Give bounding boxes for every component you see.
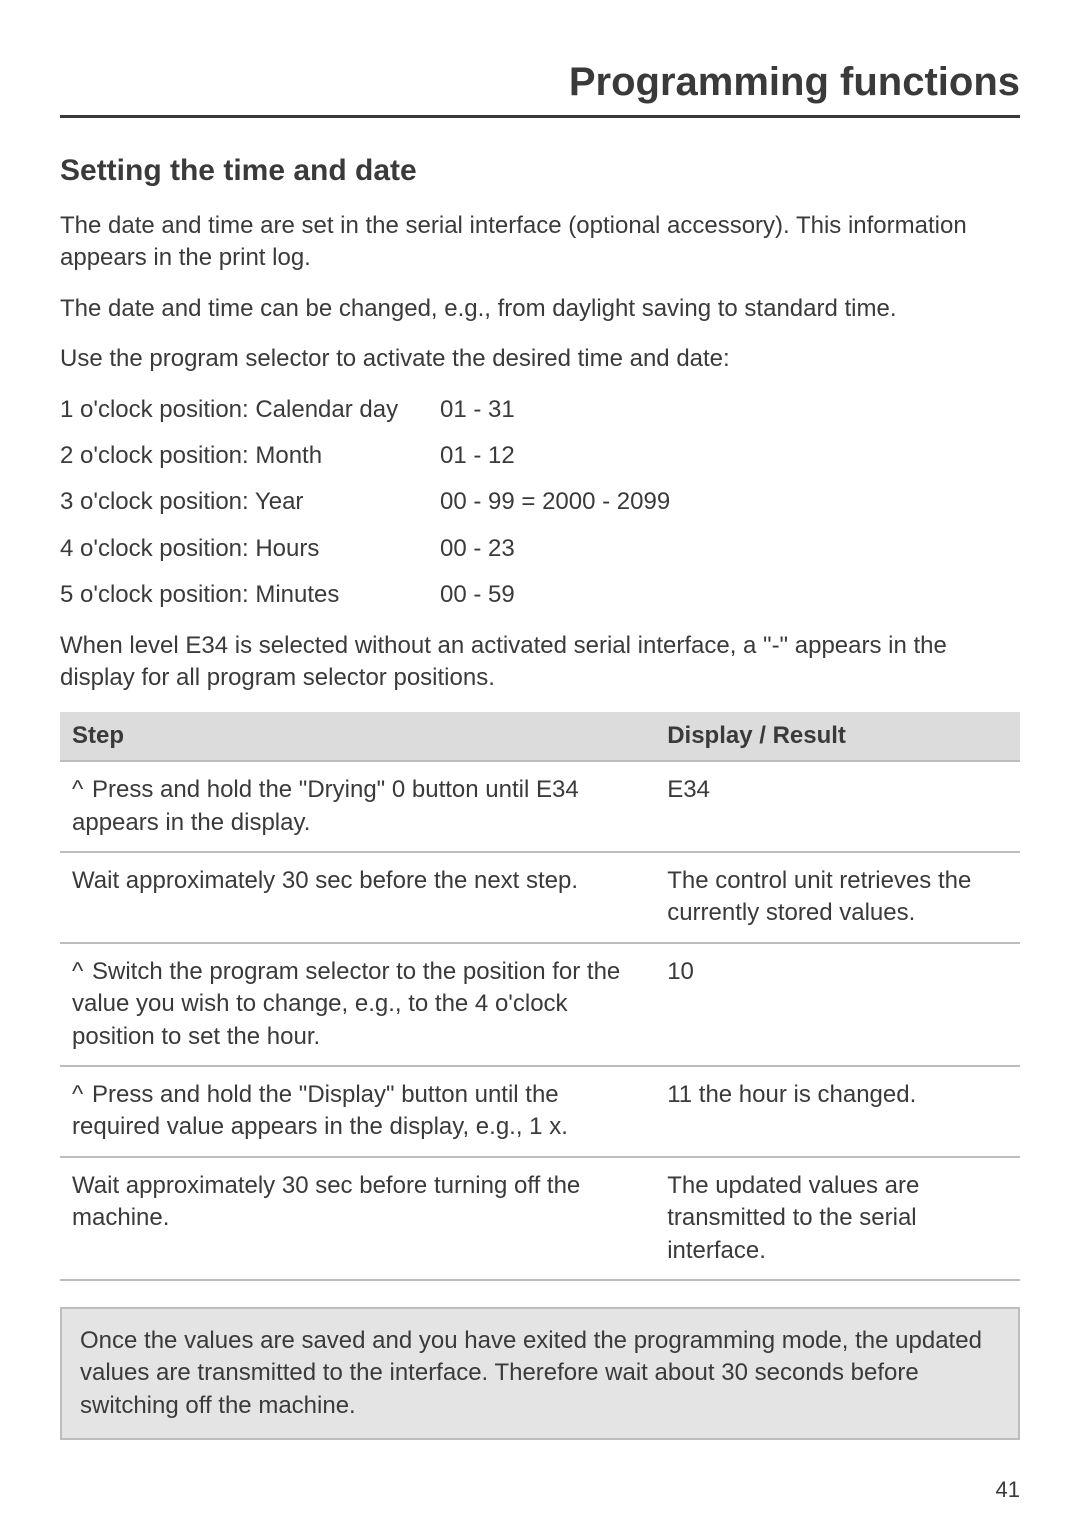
position-value: 00 - 59 [440,579,515,611]
table-row: Wait approximately 30 sec before turning… [60,1157,1020,1280]
table-header-step: Step [60,712,655,761]
step-text: Press and hold the "Drying" 0 button unt… [72,776,579,835]
page-title: Programming functions [60,60,1020,118]
position-row: 1 o'clock position: Calendar day 01 - 31 [60,394,1020,426]
step-text: Press and hold the "Display" button unti… [72,1081,568,1140]
result-cell: The control unit retrieves the currently… [655,852,1020,943]
section-heading: Setting the time and date [60,154,1020,188]
intro-paragraph-3: Use the program selector to activate the… [60,343,1020,375]
caret-icon: ^ [72,956,92,988]
table-row: Wait approximately 30 sec before the nex… [60,852,1020,943]
position-row: 3 o'clock position: Year 00 - 99 = 2000 … [60,486,1020,518]
result-cell: E34 [655,761,1020,852]
note-box: Once the values are saved and you have e… [60,1307,1020,1440]
step-text: Wait approximately 30 sec before turning… [72,1172,580,1231]
position-label: 2 o'clock position: Month [60,440,440,472]
caret-icon: ^ [72,1079,92,1111]
step-text: Wait approximately 30 sec before the nex… [72,867,578,894]
position-row: 5 o'clock position: Minutes 00 - 59 [60,579,1020,611]
positions-list: 1 o'clock position: Calendar day 01 - 31… [60,394,1020,612]
result-cell: The updated values are transmitted to th… [655,1157,1020,1280]
position-value: 01 - 12 [440,440,515,472]
table-row: ^Press and hold the "Display" button unt… [60,1066,1020,1157]
step-cell: ^Press and hold the "Drying" 0 button un… [60,761,655,852]
steps-table: Step Display / Result ^Press and hold th… [60,712,1020,1281]
position-label: 5 o'clock position: Minutes [60,579,440,611]
position-row: 2 o'clock position: Month 01 - 12 [60,440,1020,472]
step-cell: Wait approximately 30 sec before turning… [60,1157,655,1280]
table-row: ^Switch the program selector to the posi… [60,943,1020,1066]
position-label: 1 o'clock position: Calendar day [60,394,440,426]
step-cell: ^Press and hold the "Display" button unt… [60,1066,655,1157]
intro-paragraph-2: The date and time can be changed, e.g., … [60,293,1020,325]
caret-icon: ^ [72,774,92,806]
position-value: 00 - 23 [440,533,515,565]
position-value: 01 - 31 [440,394,515,426]
page-number: 41 [996,1477,1020,1503]
result-cell: 11 the hour is changed. [655,1066,1020,1157]
table-row: ^Press and hold the "Drying" 0 button un… [60,761,1020,852]
step-cell: ^Switch the program selector to the posi… [60,943,655,1066]
table-header-result: Display / Result [655,712,1020,761]
result-cell: 10 [655,943,1020,1066]
after-positions-paragraph: When level E34 is selected without an ac… [60,630,1020,695]
position-value: 00 - 99 = 2000 - 2099 [440,486,670,518]
position-label: 4 o'clock position: Hours [60,533,440,565]
position-row: 4 o'clock position: Hours 00 - 23 [60,533,1020,565]
step-cell: Wait approximately 30 sec before the nex… [60,852,655,943]
step-text: Switch the program selector to the posit… [72,958,620,1050]
position-label: 3 o'clock position: Year [60,486,440,518]
intro-paragraph-1: The date and time are set in the serial … [60,210,1020,275]
